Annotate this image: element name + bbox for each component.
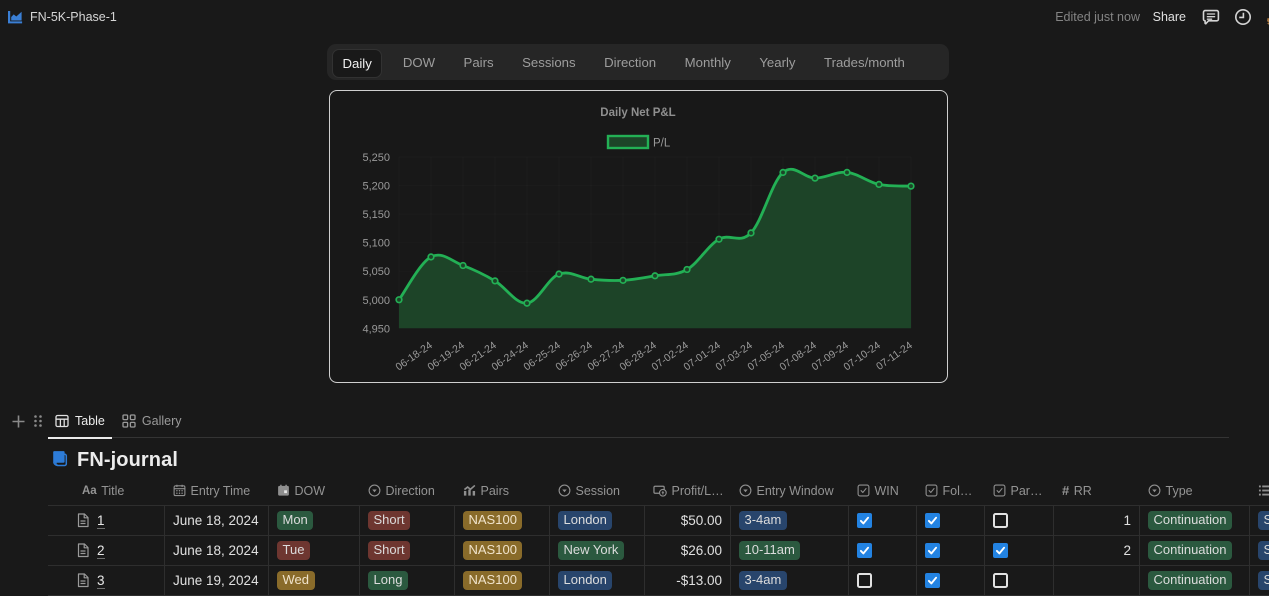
- svg-text:5,000: 5,000: [362, 295, 390, 307]
- svg-text:07-11-24: 07-11-24: [874, 339, 915, 373]
- svg-text:5,050: 5,050: [362, 266, 390, 278]
- svg-text:4,950: 4,950: [362, 323, 390, 335]
- svg-text:5,150: 5,150: [362, 209, 390, 221]
- svg-text:5,100: 5,100: [362, 238, 390, 250]
- svg-text:5,250: 5,250: [362, 152, 390, 164]
- svg-text:Daily Net P&L: Daily Net P&L: [600, 107, 675, 119]
- svg-text:P/L: P/L: [653, 138, 671, 150]
- svg-text:5,200: 5,200: [362, 181, 390, 193]
